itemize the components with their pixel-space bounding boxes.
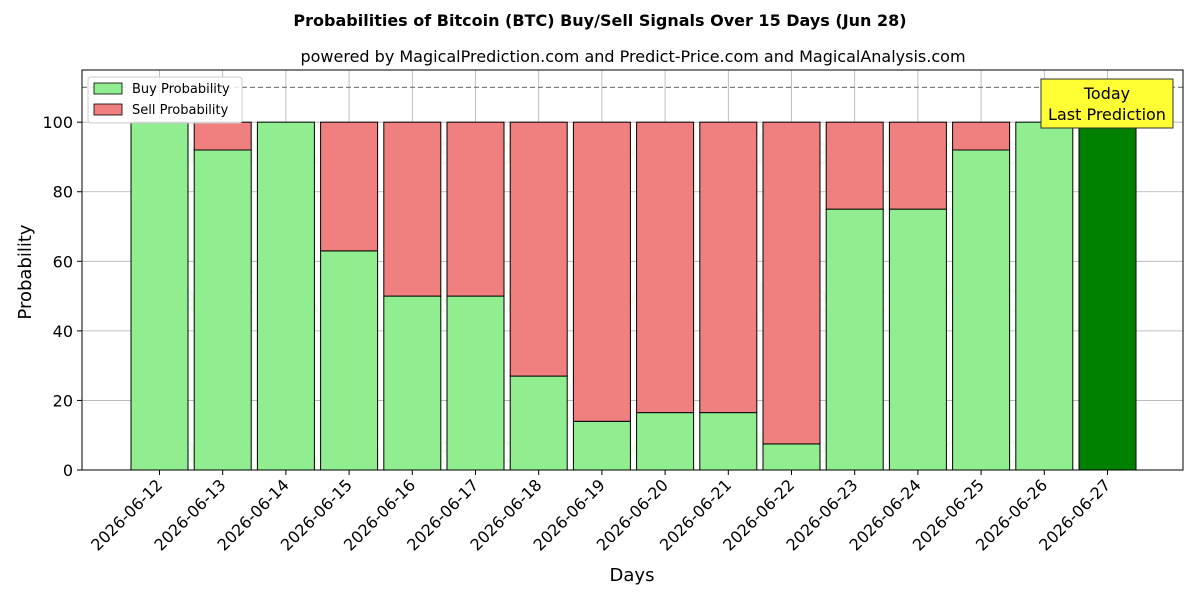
bar-buy [825,208,884,471]
y-axis-label: Probability [15,224,36,319]
legend-box [87,76,243,124]
bar-sell [952,121,1011,151]
bar-buy [446,295,505,471]
bar-sell [636,121,695,414]
y-tick-label: 40 [53,322,73,341]
bar-buy [130,121,189,471]
bar-sell [446,121,505,297]
bar-buy [636,412,695,471]
legend-swatch-buy [93,82,123,95]
annotation-line-1: Today [1083,84,1130,103]
bar-buy [383,295,442,471]
bar-buy [572,420,631,471]
bar-buy [320,250,379,471]
y-axis: 0 20 40 60 80 100 [42,113,82,480]
y-tick-label: 80 [53,183,73,202]
bar-buy [193,149,252,471]
bar-buy [1015,121,1074,471]
bar-sell [509,121,568,377]
bar-buy [888,208,947,471]
bar-buy [762,443,821,471]
bar-sell [762,121,821,445]
annotation-box [1040,78,1174,129]
bar-buy [509,375,568,471]
y-tick-label: 100 [42,113,73,132]
y-tick-label: 60 [53,252,73,271]
y-tick-label: 0 [63,461,73,480]
chart-title: Probabilities of Bitcoin (BTC) Buy/Sell … [293,11,906,30]
bar-sell [699,121,758,414]
legend-label-sell: Sell Probability [132,103,229,118]
bar-sell [825,121,884,210]
legend-swatch-sell [93,103,123,116]
bar-sell [888,121,947,210]
bar-sell [572,121,631,422]
y-tick-label: 20 [53,391,73,410]
bar-sell [193,121,252,151]
bar-buy [256,121,315,471]
legend: Buy Probability Sell Probability [87,76,243,124]
bar-sell [320,121,379,252]
chart-subtitle: powered by MagicalPrediction.com and Pre… [300,47,965,66]
today-annotation: Today Last Prediction [1040,78,1174,129]
legend-label-buy: Buy Probability [132,82,230,97]
bars [130,121,1137,471]
bar-buy [1078,121,1137,471]
x-axis-label: Days [610,565,655,586]
bar-sell [383,121,442,297]
annotation-line-2: Last Prediction [1048,105,1166,124]
bar-buy [952,149,1011,471]
plot-frame [81,69,1184,471]
bar-buy [699,412,758,471]
